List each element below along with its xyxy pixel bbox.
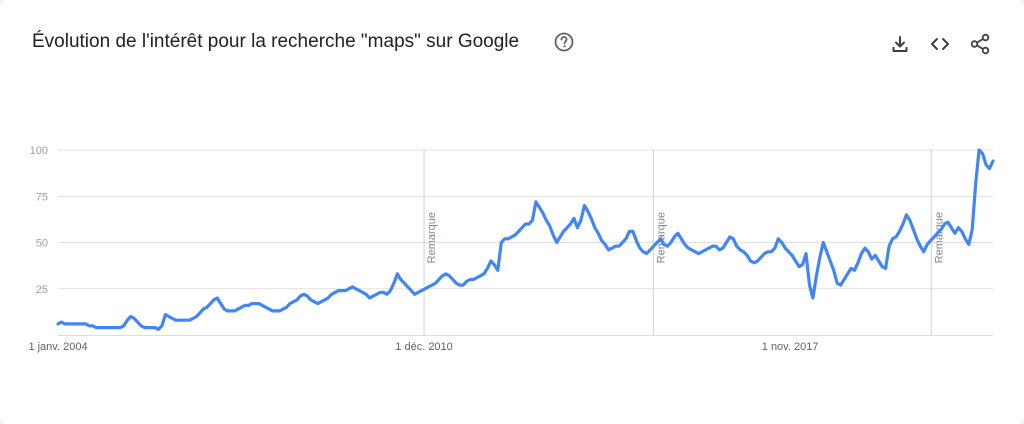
chart-title: Évolution de l'intérêt pour la recherche… [32, 31, 520, 52]
x-tick-label: 1 janv. 2004 [28, 341, 87, 353]
code-embed-icon[interactable] [928, 32, 952, 56]
help-icon[interactable] [554, 32, 574, 52]
chart-actions [888, 32, 992, 56]
y-tick-label: 25 [36, 284, 48, 296]
share-icon[interactable] [968, 32, 992, 56]
series-line[interactable] [56, 148, 995, 331]
x-tick-label: 1 nov. 2017 [762, 341, 819, 353]
y-tick-label: 50 [36, 238, 48, 250]
download-icon[interactable] [888, 32, 912, 56]
y-tick-label: 75 [36, 191, 48, 203]
x-tick-label: 1 déc. 2010 [395, 341, 453, 353]
annotation-label: Remarque [426, 212, 438, 263]
y-tick-label: 100 [30, 145, 48, 157]
